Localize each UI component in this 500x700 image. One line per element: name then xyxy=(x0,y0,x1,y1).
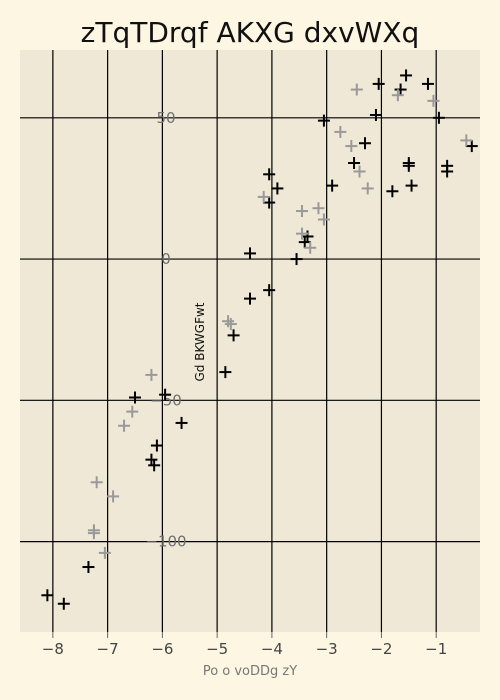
data-point xyxy=(421,77,434,90)
data-point xyxy=(41,589,54,602)
data-point xyxy=(427,94,440,107)
data-point xyxy=(148,459,161,472)
data-point xyxy=(126,405,139,418)
data-point xyxy=(98,546,111,559)
data-point xyxy=(87,527,100,540)
data-point xyxy=(394,83,407,96)
chart-title: zTqTDrqf AKXG dxvWXq xyxy=(81,16,420,49)
data-point xyxy=(159,388,172,401)
data-point xyxy=(298,236,311,249)
data-point xyxy=(465,140,478,153)
data-point xyxy=(263,284,276,297)
data-point xyxy=(369,108,382,121)
x-tick-label: −1 xyxy=(425,640,447,658)
data-point xyxy=(386,185,399,198)
data-point xyxy=(345,140,358,153)
y-axis-label: Gd BKWGFwt xyxy=(193,302,207,381)
data-point xyxy=(296,205,309,218)
x-tick-label: −7 xyxy=(97,640,119,658)
data-point xyxy=(432,111,445,124)
x-tick-label: −3 xyxy=(316,640,338,658)
grid-lines xyxy=(20,50,480,638)
data-point xyxy=(350,83,363,96)
x-axis-label: Po o voDDg zY xyxy=(203,664,297,679)
data-point xyxy=(353,165,366,178)
data-point xyxy=(118,419,131,432)
data-point xyxy=(402,157,415,170)
data-point xyxy=(317,114,330,127)
data-point xyxy=(400,69,413,82)
data-point xyxy=(263,168,276,181)
data-point xyxy=(304,241,317,254)
data-point xyxy=(317,213,330,226)
data-point xyxy=(359,137,371,150)
data-point xyxy=(244,247,256,260)
x-tick-label: −5 xyxy=(206,640,228,658)
data-point xyxy=(129,391,141,404)
x-tick-label: −2 xyxy=(370,640,392,658)
y-tick-label: 50 xyxy=(156,109,175,127)
data-point xyxy=(224,318,237,331)
data-point xyxy=(271,182,284,195)
data-point xyxy=(257,190,270,203)
data-point xyxy=(90,476,103,489)
x-tick-label: −6 xyxy=(151,640,173,658)
data-point xyxy=(219,366,232,379)
data-point xyxy=(312,202,325,215)
y-tick-label: 0 xyxy=(161,250,171,268)
data-point xyxy=(290,253,303,266)
data-point xyxy=(460,134,473,147)
data-point xyxy=(326,179,339,192)
data-point xyxy=(348,157,361,170)
data-point xyxy=(296,227,309,240)
data-point xyxy=(334,125,347,138)
data-point xyxy=(405,179,418,192)
data-point xyxy=(441,159,454,172)
data-point xyxy=(145,453,158,466)
data-point xyxy=(361,182,374,195)
y-tick-label: −100 xyxy=(145,533,186,551)
x-tick-label: −8 xyxy=(42,640,64,658)
data-point xyxy=(244,292,256,305)
data-point xyxy=(107,490,120,503)
data-point xyxy=(150,439,163,452)
data-point xyxy=(222,315,235,328)
plot-area xyxy=(20,50,480,632)
data-point xyxy=(57,597,70,610)
data-point xyxy=(145,368,158,381)
x-tick-label: −4 xyxy=(261,640,283,658)
data-point xyxy=(301,230,314,243)
data-point xyxy=(175,416,188,429)
data-point xyxy=(391,89,404,102)
data-point xyxy=(227,329,240,342)
data-point xyxy=(372,77,385,90)
data-point xyxy=(82,561,95,574)
data-points xyxy=(41,69,478,610)
tick-labels: −8−7−6−5−4−3−2−1−100−50050 xyxy=(42,109,447,658)
data-point xyxy=(263,196,276,209)
